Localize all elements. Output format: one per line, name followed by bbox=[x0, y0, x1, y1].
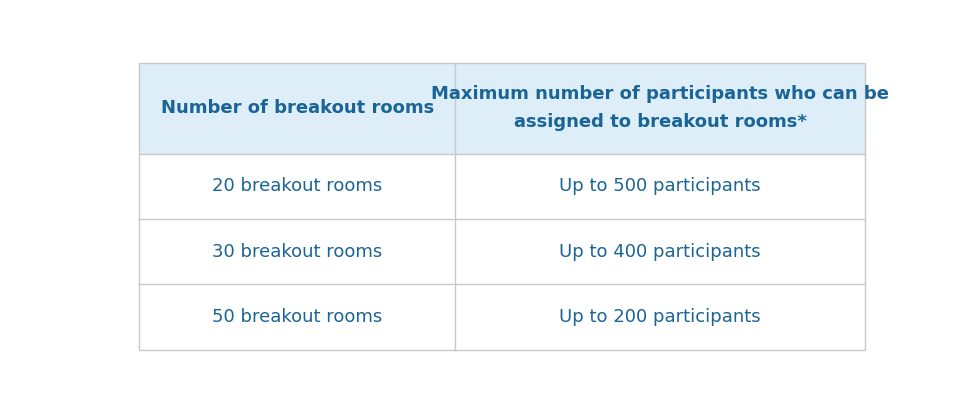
Bar bbox=[139, 219, 865, 284]
Text: 50 breakout rooms: 50 breakout rooms bbox=[212, 308, 382, 326]
Bar bbox=[139, 63, 865, 153]
Bar bbox=[139, 153, 865, 219]
Text: Up to 500 participants: Up to 500 participants bbox=[560, 177, 761, 195]
Bar bbox=[139, 284, 865, 350]
Text: Up to 200 participants: Up to 200 participants bbox=[560, 308, 761, 326]
Text: 20 breakout rooms: 20 breakout rooms bbox=[212, 177, 382, 195]
Text: Maximum number of participants who can be
assigned to breakout rooms*: Maximum number of participants who can b… bbox=[431, 85, 889, 131]
Text: Up to 400 participants: Up to 400 participants bbox=[560, 243, 761, 261]
Text: Number of breakout rooms: Number of breakout rooms bbox=[161, 99, 434, 117]
Text: 30 breakout rooms: 30 breakout rooms bbox=[212, 243, 382, 261]
